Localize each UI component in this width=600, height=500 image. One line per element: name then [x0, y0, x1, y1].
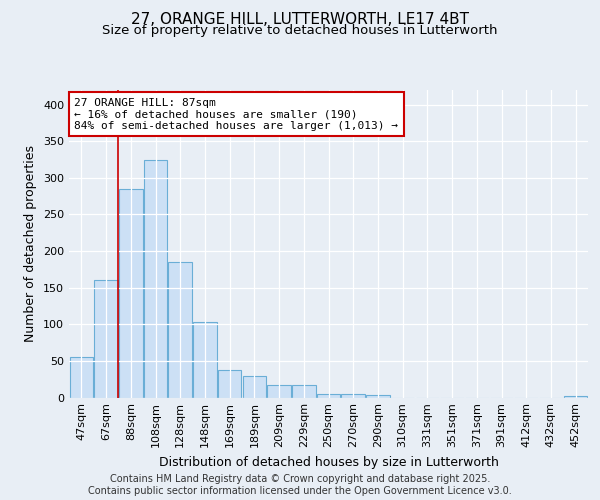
Y-axis label: Number of detached properties: Number of detached properties: [25, 145, 37, 342]
Bar: [144, 160, 167, 398]
Bar: [242, 376, 266, 398]
Bar: [193, 322, 217, 398]
Bar: [94, 280, 118, 398]
X-axis label: Distribution of detached houses by size in Lutterworth: Distribution of detached houses by size …: [158, 456, 499, 469]
Bar: [317, 394, 340, 398]
Bar: [268, 385, 291, 398]
Bar: [70, 357, 93, 398]
Bar: [564, 396, 587, 398]
Text: 27 ORANGE HILL: 87sqm
← 16% of detached houses are smaller (190)
84% of semi-det: 27 ORANGE HILL: 87sqm ← 16% of detached …: [74, 98, 398, 131]
Text: Size of property relative to detached houses in Lutterworth: Size of property relative to detached ho…: [102, 24, 498, 37]
Bar: [169, 262, 192, 398]
Text: 27, ORANGE HILL, LUTTERWORTH, LE17 4BT: 27, ORANGE HILL, LUTTERWORTH, LE17 4BT: [131, 12, 469, 28]
Bar: [218, 370, 241, 398]
Bar: [341, 394, 365, 398]
Text: Contains HM Land Registry data © Crown copyright and database right 2025.
Contai: Contains HM Land Registry data © Crown c…: [88, 474, 512, 496]
Bar: [366, 396, 389, 398]
Bar: [119, 189, 143, 398]
Bar: [292, 385, 316, 398]
